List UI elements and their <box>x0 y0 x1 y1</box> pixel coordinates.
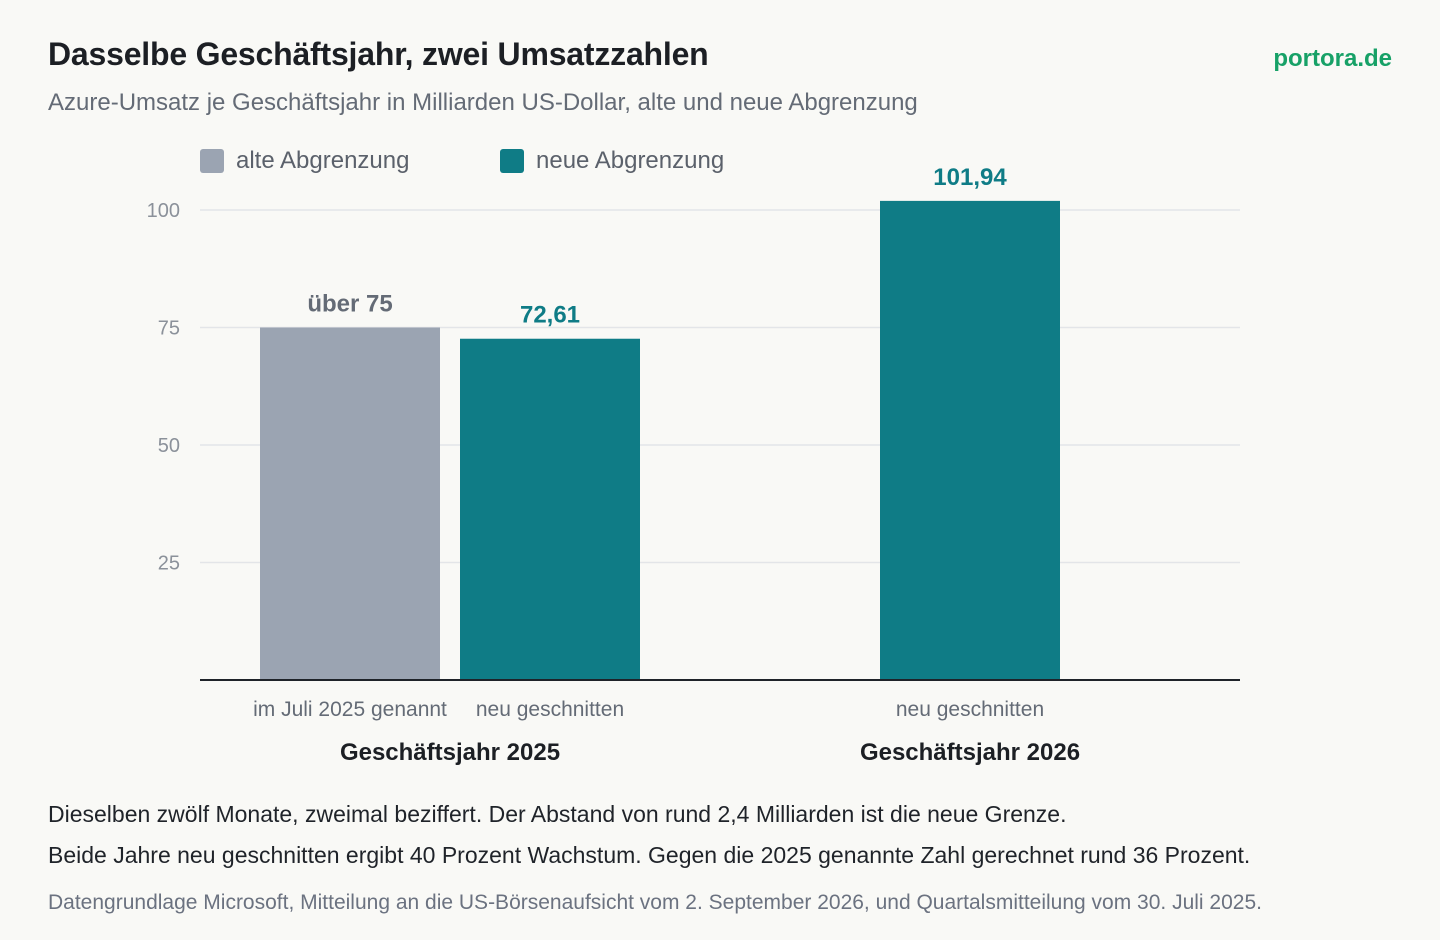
legend-item-old: alte Abgrenzung <box>200 147 500 175</box>
bar-value-label: über 75 <box>307 291 392 318</box>
legend: alte Abgrenzung neue Abgrenzung <box>200 147 724 175</box>
x-category-label: Geschäftsjahr 2026 <box>860 739 1080 766</box>
y-tick-label: 25 <box>158 553 180 575</box>
legend-label-new: neue Abgrenzung <box>536 147 725 174</box>
chart-title: Dasselbe Geschäftsjahr, zwei Umsatzzahle… <box>48 36 709 72</box>
bar-value-label: 101,94 <box>933 164 1007 191</box>
bar-sublabel: neu geschnitten <box>896 698 1044 721</box>
y-tick-label: 100 <box>147 200 180 222</box>
bar-value-label: 72,61 <box>520 302 580 329</box>
source-note: Datengrundlage Microsoft, Mitteilung an … <box>48 891 1262 914</box>
y-tick-label: 75 <box>158 318 180 340</box>
bar <box>260 327 440 680</box>
y-tick-label: 50 <box>158 435 180 457</box>
bar-chart: 25 50 75 100 über 75 im Juli 2025 genannt 72,6… <box>147 164 1240 766</box>
chart-subtitle: Azure-Umsatz je Geschäftsjahr in Milliar… <box>48 89 918 116</box>
note-line-2: Beide Jahre neu geschnitten ergibt 40 Pr… <box>48 842 1251 868</box>
bar <box>880 200 1060 680</box>
legend-swatch-new <box>500 149 524 173</box>
bar-sublabel: im Juli 2025 genannt <box>253 698 447 721</box>
note-line-1: Dieselben zwölf Monate, zweimal beziffer… <box>48 801 1067 827</box>
legend-item-new: neue Abgrenzung <box>500 147 724 175</box>
legend-swatch-old <box>200 149 224 173</box>
bar-sublabel: neu geschnitten <box>476 698 624 721</box>
bar <box>460 338 640 680</box>
legend-label-old: alte Abgrenzung <box>236 147 410 174</box>
x-category-label: Geschäftsjahr 2025 <box>340 739 560 766</box>
brand-logo[interactable]: portora.de <box>1273 45 1392 72</box>
